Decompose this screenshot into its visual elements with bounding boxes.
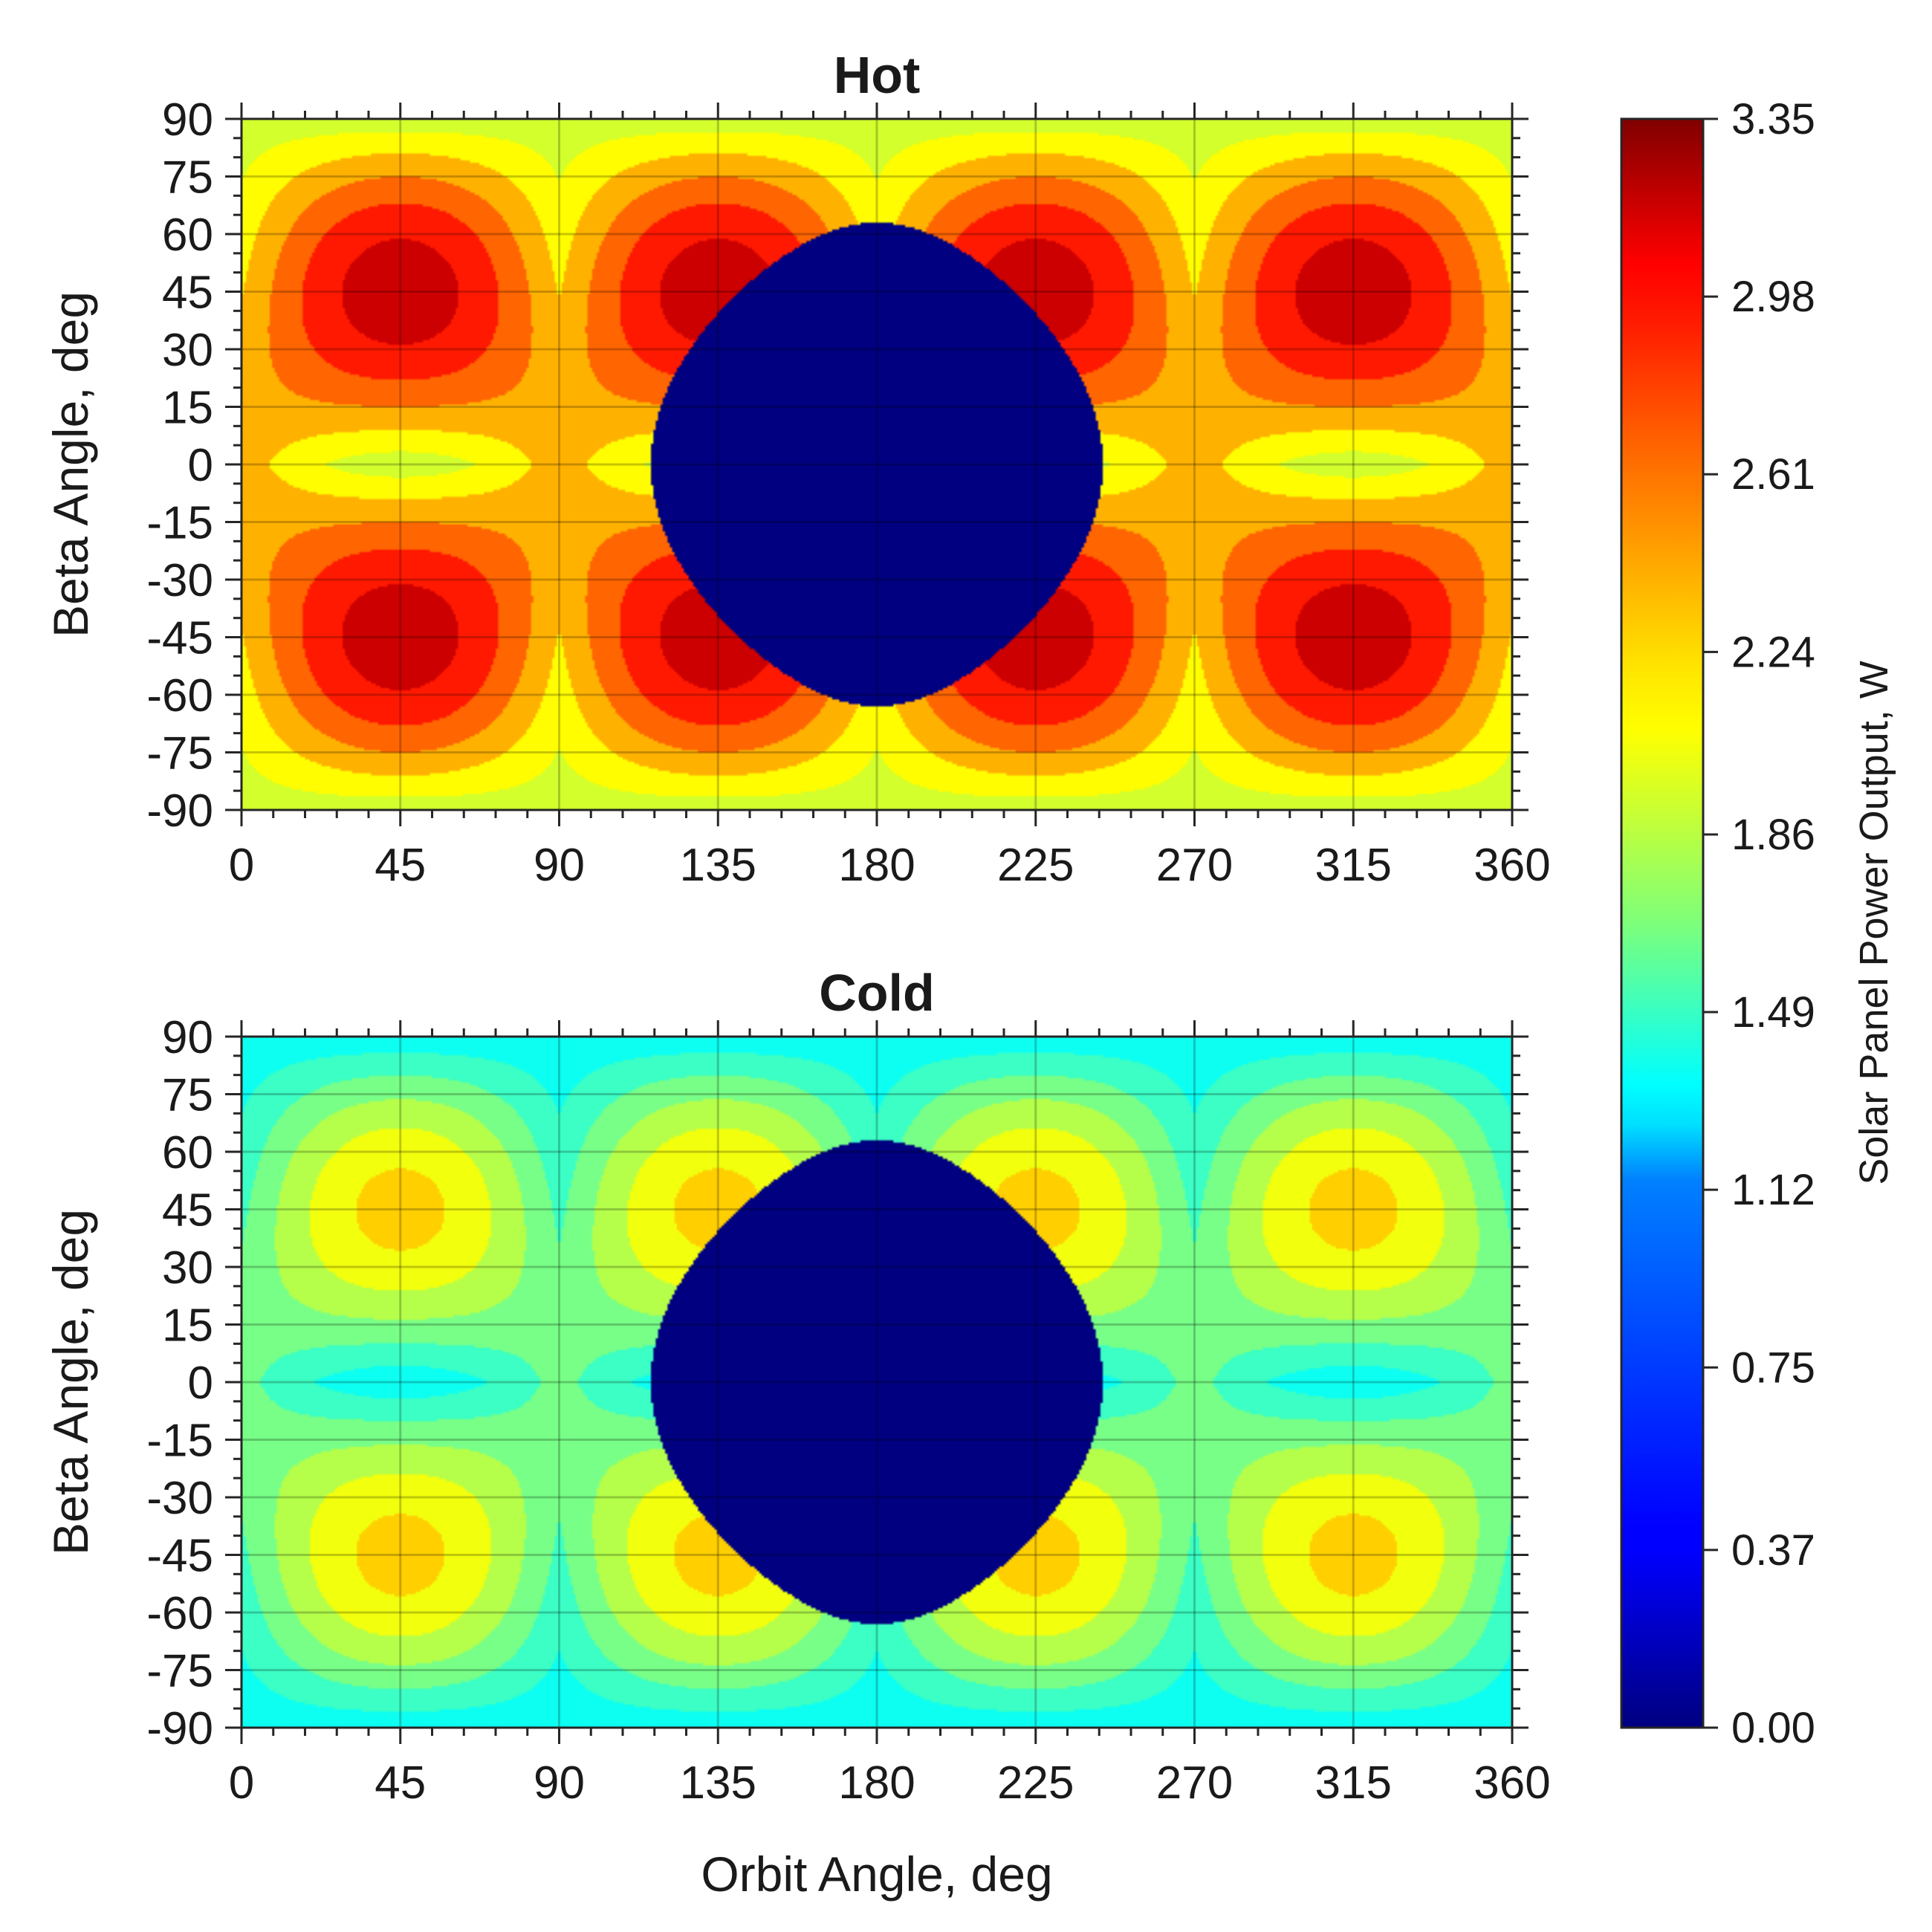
y-tick-label: -30	[146, 1473, 213, 1524]
cold-title: Cold	[819, 964, 935, 1022]
colorbar-tick-label: 3.35	[1731, 95, 1815, 143]
hot-ticks	[225, 103, 1529, 826]
x-tick-label: 45	[375, 1757, 426, 1809]
y-tick-label: 45	[162, 1185, 213, 1236]
panel-hot: Hot 0 45 90 135 180 225 270 315 360 90 75 60 45 30 15…	[43, 46, 1551, 891]
cold-y-tick-labels: 90 75 60 45 30 15 0 -15 -30 -45 -60 -75 -90	[146, 1012, 213, 1754]
y-tick-label: -45	[146, 1531, 213, 1582]
x-tick-label: 315	[1315, 1757, 1392, 1809]
x-tick-label: 225	[997, 1757, 1074, 1809]
x-tick-label: 360	[1474, 1757, 1550, 1809]
x-tick-label: 180	[838, 1757, 915, 1809]
colorbar-tick-label: 0.00	[1731, 1704, 1815, 1752]
colorbar-tick-label: 1.12	[1731, 1166, 1815, 1214]
hot-y-tick-labels: 90 75 60 45 30 15 0 -15 -30 -45 -60 -75 -90	[146, 94, 213, 837]
y-tick-label: -45	[146, 613, 213, 664]
cold-ticks	[225, 1020, 1529, 1744]
x-tick-label: 270	[1156, 1757, 1233, 1809]
y-tick-label: -15	[146, 1416, 213, 1467]
colorbar-gradient	[1620, 117, 1705, 1729]
colorbar-tick-label: 2.98	[1731, 273, 1815, 321]
x-tick-label: 270	[1156, 840, 1233, 891]
colorbar-tick-label: 0.37	[1731, 1526, 1815, 1575]
x-tick-label: 90	[534, 1757, 585, 1809]
colorbar-tick-label: 1.49	[1731, 988, 1815, 1037]
y-tick-label: -60	[146, 1588, 213, 1639]
y-tick-label: 0	[188, 440, 213, 491]
colorbar-label: Solar Panel Power Output, W	[1852, 661, 1896, 1184]
cold-plot-frame	[240, 1035, 1514, 1729]
y-tick-label: -60	[146, 670, 213, 722]
y-tick-label: 30	[162, 325, 213, 376]
y-tick-label: 15	[162, 383, 213, 434]
y-tick-label: -15	[146, 498, 213, 549]
x-tick-label: 315	[1315, 840, 1392, 891]
y-tick-label: 60	[162, 210, 213, 261]
hot-heatmap	[242, 119, 1512, 810]
y-tick-label: -75	[146, 728, 213, 779]
y-tick-label: -90	[146, 1703, 213, 1754]
x-tick-label: 180	[838, 840, 915, 891]
x-tick-label: 135	[680, 840, 756, 891]
colorbar-tick-label: 1.86	[1731, 811, 1815, 859]
colorbar-ticks: 3.35 2.98 2.61 2.24 1.86 1.49 1.12 0.75 0.37 0.00	[1703, 95, 1815, 1752]
x-axis-label: Orbit Angle, deg	[701, 1847, 1052, 1902]
colorbar-tick-label: 2.24	[1731, 628, 1815, 676]
y-tick-label: -30	[146, 555, 213, 606]
y-tick-label: 15	[162, 1300, 213, 1352]
y-tick-label: 60	[162, 1127, 213, 1179]
y-tick-label: 75	[162, 1070, 213, 1121]
cold-x-tick-labels: 0 45 90 135 180 225 270 315 360	[229, 1757, 1551, 1809]
hot-plot-frame	[240, 117, 1514, 811]
y-tick-label: 45	[162, 268, 213, 319]
y-tick-label: 30	[162, 1242, 213, 1294]
x-tick-label: 225	[997, 840, 1074, 891]
x-tick-label: 0	[229, 840, 254, 891]
y-tick-label: 90	[162, 94, 213, 146]
hot-y-axis-label: Beta Angle, deg	[43, 291, 98, 638]
x-tick-label: 135	[680, 1757, 756, 1809]
y-tick-label: 90	[162, 1012, 213, 1063]
colorbar-tick-label: 2.61	[1731, 450, 1815, 499]
y-tick-label: -75	[146, 1646, 213, 1697]
y-tick-label: 75	[162, 152, 213, 204]
hot-title: Hot	[834, 46, 921, 104]
colorbar-tick-label: 0.75	[1731, 1343, 1815, 1392]
panel-cold: Cold 0 45 90 135 180 225 270 315 360 90 75 60 45 30 1…	[43, 964, 1551, 1902]
colorbar: 3.35 2.98 2.61 2.24 1.86 1.49 1.12 0.75 0.37 0.00…	[1620, 95, 1896, 1752]
y-tick-label: 0	[188, 1358, 213, 1409]
cold-y-axis-label: Beta Angle, deg	[43, 1209, 98, 1555]
y-tick-label: -90	[146, 785, 213, 837]
cold-grid	[242, 1037, 1512, 1728]
x-tick-label: 90	[534, 840, 585, 891]
x-tick-label: 0	[229, 1757, 254, 1809]
cold-heatmap	[242, 1037, 1512, 1728]
x-tick-label: 45	[375, 840, 426, 891]
hot-x-tick-labels: 0 45 90 135 180 225 270 315 360	[229, 840, 1551, 891]
x-tick-label: 360	[1474, 840, 1550, 891]
hot-grid	[242, 119, 1512, 810]
